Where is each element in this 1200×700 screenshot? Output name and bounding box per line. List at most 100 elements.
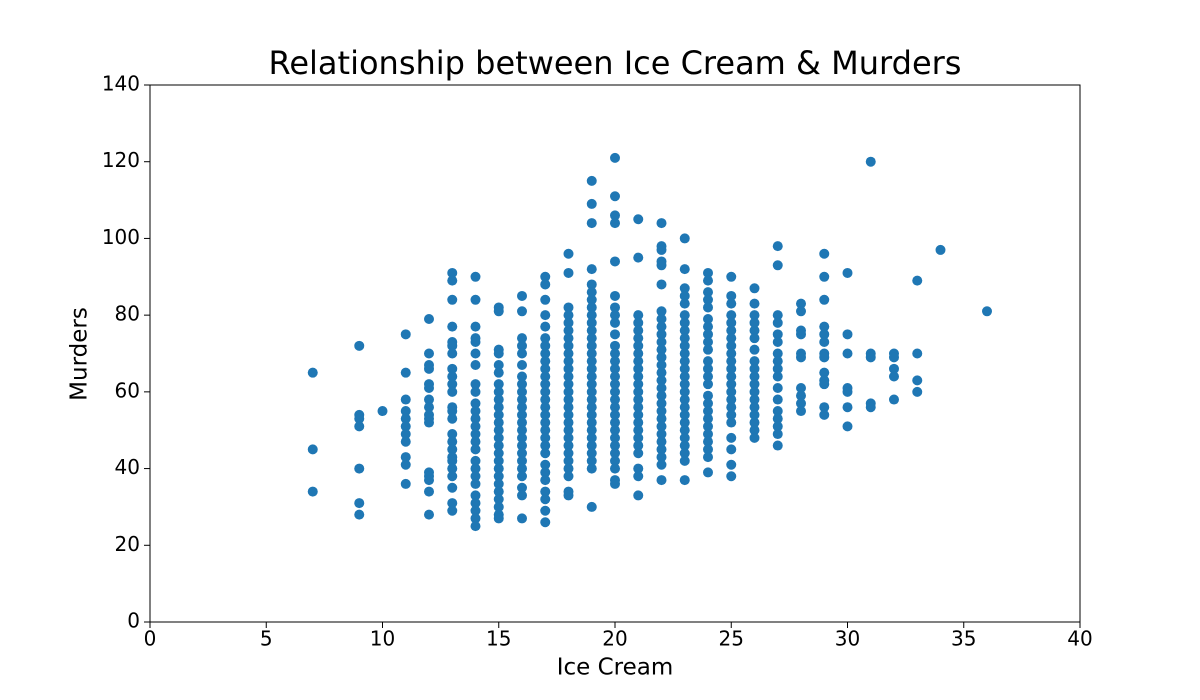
point: [656, 421, 667, 432]
point: [865, 402, 876, 413]
point: [610, 152, 620, 163]
point: [517, 379, 527, 390]
point: [610, 409, 620, 420]
point: [563, 394, 574, 405]
point: [656, 244, 667, 255]
point: [586, 402, 597, 413]
point: [586, 455, 597, 466]
point: [679, 425, 690, 436]
point: [470, 360, 481, 371]
point: [633, 402, 644, 413]
point: [889, 394, 899, 405]
point: [749, 432, 760, 443]
point: [772, 336, 783, 347]
point: [703, 336, 713, 347]
point: [447, 275, 458, 286]
point: [563, 371, 574, 382]
point: [633, 333, 644, 344]
point: [749, 325, 760, 336]
point: [493, 379, 504, 390]
point: [610, 290, 620, 301]
point: [726, 298, 737, 309]
point: [610, 340, 620, 351]
point: [540, 475, 551, 486]
point: [424, 486, 434, 497]
point: [586, 371, 597, 382]
point: [517, 417, 527, 428]
point: [726, 356, 737, 367]
point: [540, 279, 551, 290]
point: [586, 279, 597, 290]
point: [796, 352, 806, 363]
point: [679, 379, 690, 390]
point: [424, 475, 434, 486]
point: [772, 329, 783, 340]
point: [447, 429, 458, 440]
point: [586, 302, 597, 313]
point: [517, 360, 527, 371]
point: [563, 417, 574, 428]
point: [772, 413, 783, 424]
point: [447, 267, 458, 278]
point: [656, 360, 667, 371]
point: [679, 409, 690, 420]
point: [796, 383, 806, 394]
point: [819, 336, 830, 347]
point: [656, 459, 667, 470]
y-tick-label: 120: [102, 148, 140, 172]
point: [470, 478, 481, 489]
point: [749, 344, 760, 355]
point: [749, 298, 760, 309]
point: [679, 317, 690, 328]
point: [633, 448, 644, 459]
point: [912, 275, 923, 286]
x-tick-label: 40: [1067, 627, 1092, 651]
point: [424, 348, 434, 359]
point: [586, 425, 597, 436]
point: [470, 471, 481, 482]
x-tick-label: 25: [719, 627, 744, 651]
point: [400, 406, 411, 417]
point: [749, 417, 760, 428]
point: [540, 409, 551, 420]
point: [540, 340, 551, 351]
point: [540, 467, 551, 478]
point: [749, 394, 760, 405]
point: [610, 310, 620, 321]
x-tick-label: 5: [260, 627, 273, 651]
point: [610, 448, 620, 459]
point: [493, 448, 504, 459]
point: [749, 371, 760, 382]
point: [493, 394, 504, 405]
point: [563, 379, 574, 390]
point: [633, 490, 644, 501]
point: [493, 471, 504, 482]
point: [726, 386, 737, 397]
point: [703, 267, 713, 278]
point: [470, 294, 481, 305]
point: [679, 333, 690, 344]
point: [493, 486, 504, 497]
point: [540, 432, 551, 443]
point: [470, 413, 481, 424]
point: [470, 348, 481, 359]
point: [517, 290, 527, 301]
point: [610, 356, 620, 367]
point: [633, 317, 644, 328]
point: [354, 498, 365, 509]
point: [656, 429, 667, 440]
point: [679, 386, 690, 397]
point: [633, 310, 644, 321]
point: [540, 348, 551, 359]
point: [796, 298, 806, 309]
point: [540, 271, 551, 282]
point: [563, 386, 574, 397]
point: [726, 340, 737, 351]
point: [563, 432, 574, 443]
point: [772, 406, 783, 417]
point: [470, 336, 481, 347]
point: [656, 367, 667, 378]
point: [470, 463, 481, 474]
point: [679, 310, 690, 321]
point: [377, 406, 388, 417]
